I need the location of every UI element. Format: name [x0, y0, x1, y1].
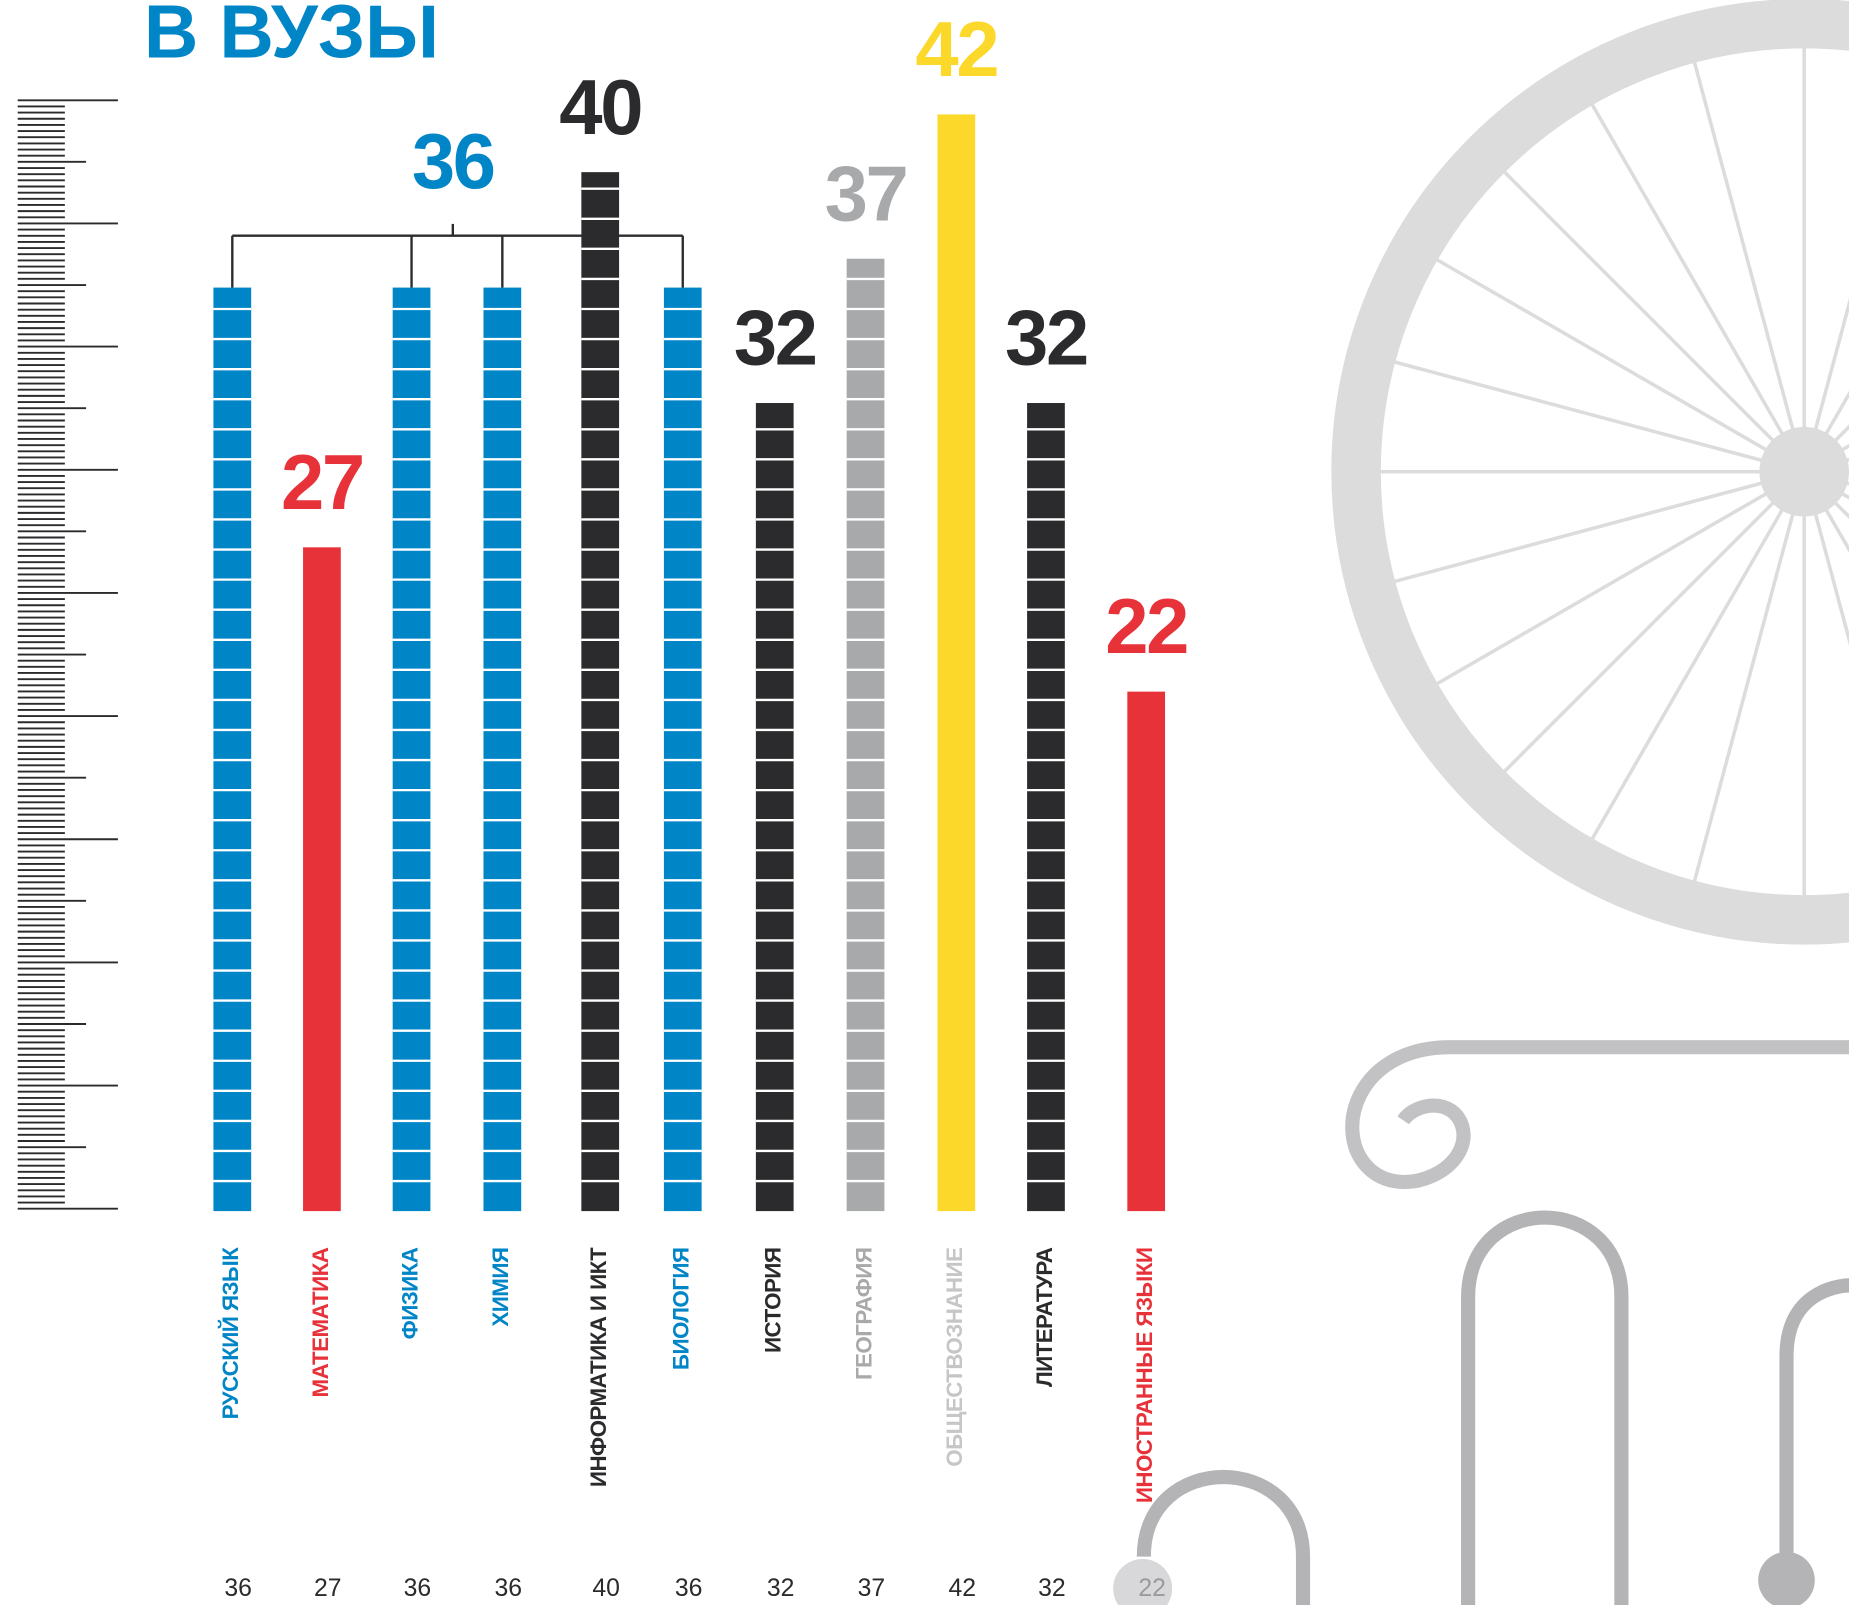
chart-title: В ВУЗЫ	[144, 0, 439, 74]
spoke	[1804, 172, 1849, 472]
value-label: 32	[1005, 296, 1087, 382]
spoke	[1694, 62, 1804, 472]
category-label-group: БИОЛОГИЯ	[654, 1248, 711, 1590]
category-label-box: ИНОСТРАННЫЕ ЯЗЫКИ	[1118, 1248, 1175, 1590]
category-label-box: ИСТОРИЯ	[746, 1248, 803, 1590]
bar	[483, 288, 521, 1212]
bar	[581, 172, 619, 1211]
category-label-box: РУССКИЙ ЯЗЫК	[204, 1248, 261, 1590]
spoke	[1592, 104, 1804, 472]
bar	[393, 288, 431, 1212]
category-label-box: ЛИТЕРАТУРА	[1018, 1248, 1075, 1590]
category-label-group: ИСТОРИЯ	[746, 1248, 803, 1590]
value-label: 27	[281, 440, 363, 526]
category-label-group: ХИМИЯ	[474, 1248, 531, 1590]
bar	[847, 259, 885, 1211]
x-tick-label: РУССКИЙ ЯЗЫК	[204, 1248, 261, 1590]
spoke	[1504, 472, 1804, 772]
spoke	[1694, 472, 1804, 882]
bar	[213, 288, 251, 1212]
category-label-box: ФИЗИКА	[383, 1248, 440, 1590]
category-label-group: ГЕОГРАФИЯ	[837, 1248, 894, 1590]
group-value-label: 36	[412, 119, 494, 205]
spoke	[1504, 172, 1804, 472]
category-label-group: ОБЩЕСТВОЗНАНИЕ	[928, 1248, 985, 1590]
bar	[937, 114, 975, 1211]
value-label: 22	[1105, 584, 1187, 670]
category-label-box: МАТЕМАТИКА	[294, 1248, 351, 1590]
spoke	[1592, 472, 1804, 840]
spoke	[1394, 362, 1804, 472]
chart: В ВУЗЫ 36РУССКИЙ ЯЗЫК2727МАТЕМАТИКА36ФИЗ…	[0, 0, 1849, 1605]
x-tick-label: БИОЛОГИЯ	[654, 1248, 711, 1590]
category-label-box: ГЕОГРАФИЯ	[837, 1248, 894, 1590]
x-tick-label: ГЕОГРАФИЯ	[837, 1248, 894, 1590]
category-label-box: БИОЛОГИЯ	[654, 1248, 711, 1590]
category-label-group: ФИЗИКА	[383, 1248, 440, 1590]
x-tick-label: ЛИТЕРАТУРА	[1018, 1248, 1075, 1590]
spoke	[1437, 259, 1805, 471]
x-tick-label: ФИЗИКА	[383, 1248, 440, 1590]
category-label-group: ИНФОРМАТИКА И ИКТ	[572, 1248, 629, 1590]
bar	[303, 547, 341, 1211]
value-label: 32	[734, 296, 816, 382]
category-label-group: МАТЕМАТИКА	[294, 1248, 351, 1590]
category-label-box: ХИМИЯ	[474, 1248, 531, 1590]
category-label-group: ЛИТЕРАТУРА	[1018, 1248, 1075, 1590]
x-tick-label: ИСТОРИЯ	[746, 1248, 803, 1590]
spoke	[1804, 472, 1849, 840]
value-label: 37	[825, 151, 907, 237]
x-tick-label: ОБЩЕСТВОЗНАНИЕ	[928, 1248, 985, 1590]
x-tick-label: ИНФОРМАТИКА И ИКТ	[572, 1248, 629, 1590]
x-tick-label: ХИМИЯ	[474, 1248, 531, 1590]
spoke	[1437, 472, 1805, 684]
category-label-box: ОБЩЕСТВОЗНАНИЕ	[928, 1248, 985, 1590]
category-label-box: ИНФОРМАТИКА И ИКТ	[572, 1248, 629, 1590]
value-label: 40	[559, 65, 641, 151]
spoke	[1804, 472, 1849, 882]
x-tick-label: МАТЕМАТИКА	[294, 1248, 351, 1590]
spoke	[1394, 472, 1804, 582]
value-label: 42	[915, 7, 997, 93]
category-label-group: РУССКИЙ ЯЗЫК	[204, 1248, 261, 1590]
x-tick-label: ИНОСТРАННЫЕ ЯЗЫКИ	[1118, 1248, 1175, 1590]
category-label-group: ИНОСТРАННЫЕ ЯЗЫКИ	[1118, 1248, 1175, 1590]
spoke	[1804, 62, 1849, 472]
bar	[1127, 692, 1165, 1211]
spoke	[1804, 472, 1849, 772]
bar	[664, 288, 702, 1212]
spoke	[1804, 104, 1849, 472]
